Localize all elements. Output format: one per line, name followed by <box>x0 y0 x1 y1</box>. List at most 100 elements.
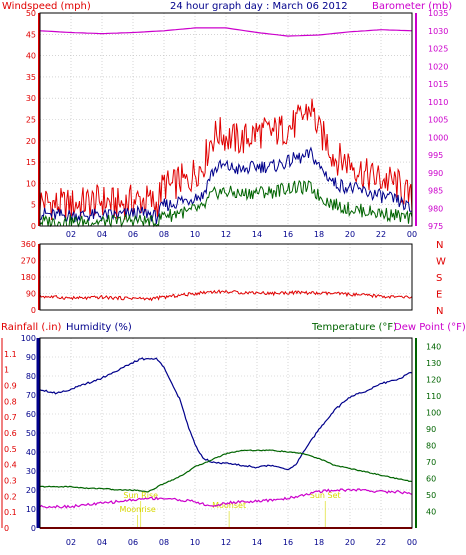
x-tick-label: 08 <box>159 538 169 547</box>
windspeed-tick-label: 45 <box>26 30 36 39</box>
humidity-tick-label: 90 <box>26 353 36 362</box>
graph-title: 24 hour graph day : March 06 2012 <box>170 1 348 12</box>
temperature-tick-label: 90 <box>426 425 436 434</box>
compass-label: N <box>436 240 443 251</box>
rainfall-tick-label: 0.6 <box>4 429 17 438</box>
barometer-tick-label: 975 <box>428 222 443 231</box>
barometer-tick-label: 995 <box>428 151 443 160</box>
humidity-tick-label: 30 <box>26 467 36 476</box>
x-tick-label: 18 <box>314 538 324 547</box>
direction-panel-frame <box>39 243 413 311</box>
humidity-tick-label: 60 <box>26 410 36 419</box>
barometer-line <box>39 27 413 37</box>
compass-label: S <box>436 273 442 284</box>
humidity-tick-label: 70 <box>26 391 36 400</box>
temperature-axis-label: Temperature (°F) <box>311 322 397 333</box>
windspeed-tick-label: 40 <box>26 52 36 61</box>
temperature-tick-label: 120 <box>426 375 441 384</box>
rainfall-tick-label: 0 <box>4 524 9 533</box>
temperature-tick-label: 130 <box>426 359 441 368</box>
annotation-label: Sun Rise <box>123 491 158 500</box>
direction-tick-label: 180 <box>21 273 36 282</box>
speed-wind-line <box>39 146 413 225</box>
rainfall-tick-label: 1.1 <box>4 350 17 359</box>
temperature-tick-label: 40 <box>426 507 436 516</box>
barometer-tick-label: 1035 <box>428 9 448 18</box>
x-tick-label: 14 <box>252 538 262 547</box>
x-tick-label: 04 <box>97 538 107 547</box>
barometer-tick-label: 1025 <box>428 45 448 54</box>
barometer-tick-label: 990 <box>428 169 443 178</box>
compass-label: N <box>436 306 443 317</box>
compass-label: E <box>436 290 442 301</box>
annotation-label: Sun Set <box>310 491 341 500</box>
x-tick-label: 06 <box>128 230 138 239</box>
x-tick-label: 04 <box>97 230 107 239</box>
minimum-wind-line <box>39 179 413 228</box>
rainfall-tick-label: 0.8 <box>4 397 17 406</box>
barometer-tick-label: 1030 <box>428 27 448 36</box>
windspeed-tick-label: 5 <box>31 201 36 210</box>
humidity-tick-label: 10 <box>26 505 36 514</box>
temperature-tick-label: 50 <box>426 491 436 500</box>
x-tick-label: 20 <box>345 538 355 547</box>
x-tick-label: 02 <box>66 538 76 547</box>
temperature-tick-label: 60 <box>426 474 436 483</box>
barometer-tick-label: 1005 <box>428 116 448 125</box>
direction-tick-label: 270 <box>21 257 36 266</box>
windspeed-tick-label: 50 <box>26 9 36 18</box>
windspeed-tick-label: 25 <box>26 116 36 125</box>
x-tick-label: 12 <box>221 538 231 547</box>
x-tick-label: 22 <box>376 538 386 547</box>
barometer-tick-label: 1000 <box>428 133 448 142</box>
dewpoint-axis-label: Dew Point (°F) <box>394 322 466 333</box>
barometer-axis-label: Barometer (mb) <box>372 1 452 12</box>
humidity-line <box>39 357 413 471</box>
x-tick-label: 10 <box>190 538 200 547</box>
direction-tick-label: 360 <box>21 240 36 249</box>
humidity-tick-label: 20 <box>26 486 36 495</box>
humidity-axis-label: Humidity (%) <box>66 322 132 333</box>
humidity-tick-label: 80 <box>26 372 36 381</box>
compass-label: W <box>436 257 446 268</box>
barometer-tick-label: 1020 <box>428 62 448 71</box>
temperature-tick-label: 100 <box>426 408 441 417</box>
temperature-line <box>39 449 413 493</box>
windspeed-tick-label: 15 <box>26 158 36 167</box>
dewpoint-line <box>39 488 413 509</box>
temperature-tick-label: 80 <box>426 441 436 450</box>
rainfall-tick-label: 0.2 <box>4 492 17 501</box>
x-tick-label: 18 <box>314 230 324 239</box>
direction-line <box>39 289 413 302</box>
windspeed-tick-label: 0 <box>31 222 36 231</box>
rainfall-tick-label: 0.1 <box>4 508 17 517</box>
rainfall-tick-label: 0.9 <box>4 382 17 391</box>
x-tick-label: 16 <box>283 230 293 239</box>
humidity-tick-label: 50 <box>26 429 36 438</box>
windspeed-axis-label: Windspeed (mph) <box>2 1 91 12</box>
rainfall-tick-label: 0.3 <box>4 477 17 486</box>
rainfall-axis-label: Rainfall (.in) <box>1 322 62 333</box>
humidity-tick-label: 100 <box>21 334 36 343</box>
barometer-tick-label: 980 <box>428 204 443 213</box>
windspeed-tick-label: 20 <box>26 137 36 146</box>
humidity-tick-label: 40 <box>26 448 36 457</box>
direction-tick-label: 0 <box>31 306 36 315</box>
x-tick-label: 22 <box>376 230 386 239</box>
x-tick-label: 00 <box>407 538 417 547</box>
windspeed-tick-label: 10 <box>26 179 36 188</box>
rainfall-tick-label: 0.4 <box>4 461 17 470</box>
climate-panel-frame <box>39 337 413 529</box>
windspeed-tick-label: 30 <box>26 94 36 103</box>
temperature-tick-label: 140 <box>426 342 441 351</box>
x-tick-label: 16 <box>283 538 293 547</box>
temperature-tick-label: 110 <box>426 392 441 401</box>
gust-wind-line <box>39 98 413 221</box>
barometer-tick-label: 1010 <box>428 98 448 107</box>
wind-panel-frame <box>39 12 413 227</box>
x-tick-label: 08 <box>159 230 169 239</box>
humidity-tick-label: 0 <box>31 524 36 533</box>
barometer-tick-label: 1015 <box>428 80 448 89</box>
